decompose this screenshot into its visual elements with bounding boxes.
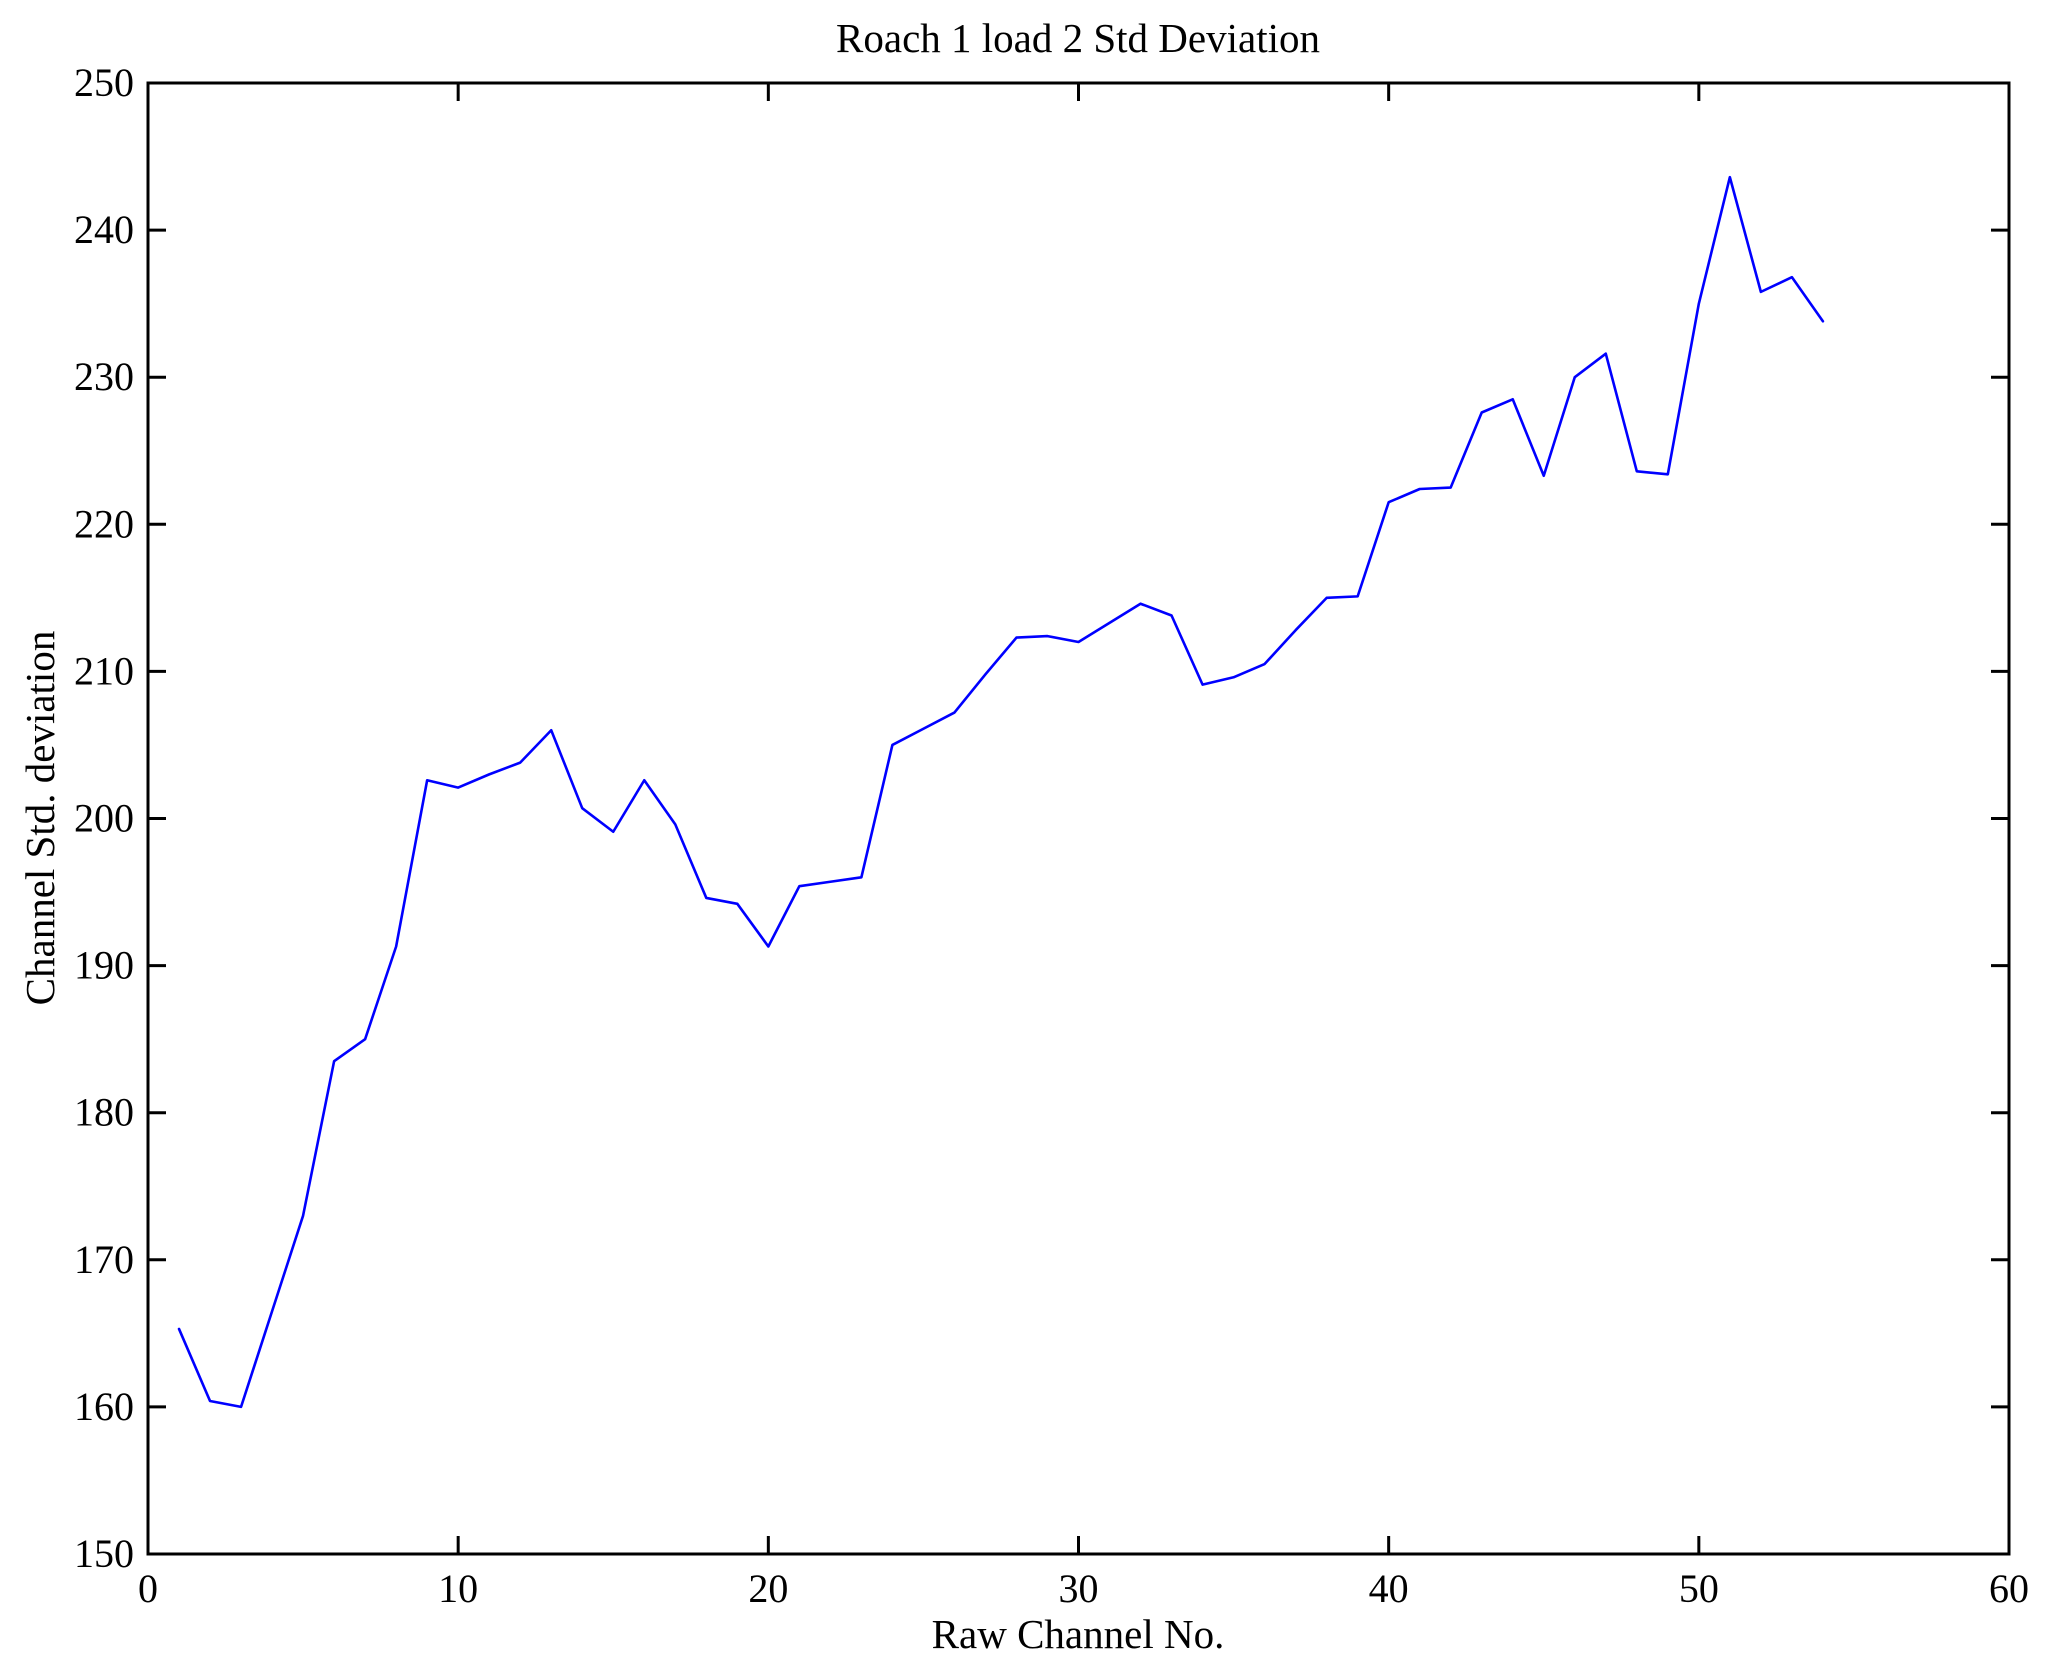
y-tick-label: 180 xyxy=(74,1090,134,1135)
y-tick-label: 170 xyxy=(74,1237,134,1282)
chart-title: Roach 1 load 2 Std Deviation xyxy=(836,15,1320,61)
y-tick-label: 220 xyxy=(74,501,134,546)
data-line xyxy=(177,175,1825,1409)
plot-border xyxy=(146,81,2011,1556)
y-axis-label: Channel Std. deviation xyxy=(17,630,63,1006)
x-tick-label: 40 xyxy=(1369,1566,1409,1611)
x-tick-label: 0 xyxy=(138,1566,158,1611)
y-tick-label: 230 xyxy=(74,354,134,399)
y-tick-label: 160 xyxy=(74,1384,134,1429)
y-tick-label: 190 xyxy=(74,943,134,988)
y-tick-label: 240 xyxy=(74,207,134,252)
x-axis-label: Raw Channel No. xyxy=(931,1611,1225,1657)
x-tick-label: 30 xyxy=(1059,1566,1099,1611)
y-tick-label: 210 xyxy=(74,648,134,693)
y-tick-label: 250 xyxy=(74,60,134,105)
y-tick-label: 200 xyxy=(74,796,134,841)
x-tick-label: 60 xyxy=(1989,1566,2029,1611)
x-tick-label: 10 xyxy=(438,1566,478,1611)
y-tick-label: 150 xyxy=(74,1531,134,1576)
x-tick-label: 50 xyxy=(1679,1566,1719,1611)
x-tick-label: 20 xyxy=(748,1566,788,1611)
